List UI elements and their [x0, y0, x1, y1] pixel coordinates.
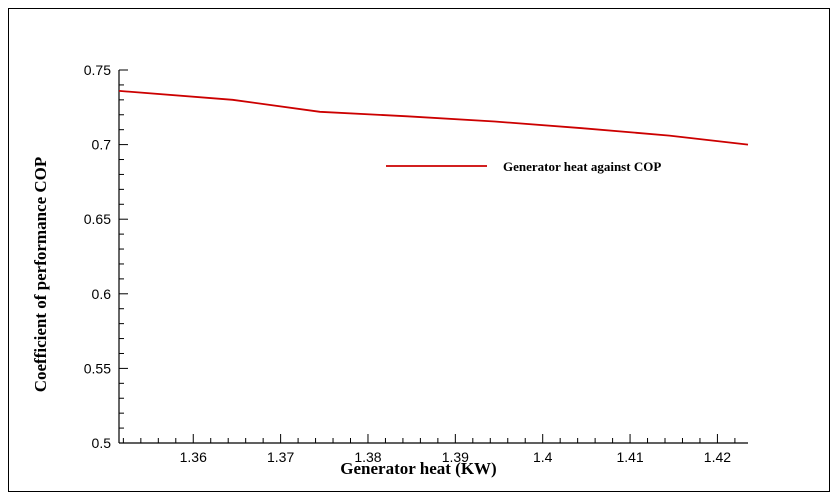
legend: Generator heat against COP — [386, 159, 661, 174]
legend-label-generator-heat-against-cop: Generator heat against COP — [503, 159, 661, 174]
x-tick-label: 1.38 — [354, 449, 381, 465]
y-tick-label: 0.75 — [84, 62, 111, 78]
series-line-generator-heat-against-cop — [118, 90, 749, 146]
x-tick-label: 1.4 — [533, 449, 553, 465]
x-tick-label: 1.37 — [267, 449, 294, 465]
y-tick-label: 0.7 — [92, 137, 112, 153]
y-tick-label: 0.5 — [92, 435, 112, 451]
plot-area: 0.50.550.60.650.70.75 1.36 1.37 1.38 1.39 1.… — [84, 62, 749, 465]
x-tick-label: 1.41 — [616, 449, 643, 465]
x-tick-label: 1.39 — [442, 449, 469, 465]
figure-frame — [8, 8, 830, 492]
x-tick-label: 1.36 — [180, 449, 207, 465]
y-axis-title: Coefficient of performance COP — [31, 157, 50, 393]
x-axis-ticks: 1.36 1.37 1.38 1.39 1.4 1.41 1.42 — [122, 434, 736, 465]
x-axis-title: Generator heat (KW) — [340, 459, 496, 478]
y-tick-label: 0.65 — [84, 211, 111, 227]
y-axis-ticks: 0.5 0.55 0.6 0.65 0.7 0.75 — [84, 62, 128, 451]
y-tick-label: 0.55 — [84, 360, 111, 376]
series-layer — [118, 90, 749, 146]
x-tick-label: 1.42 — [704, 449, 731, 465]
y-tick-label: 0.6 — [92, 286, 112, 302]
